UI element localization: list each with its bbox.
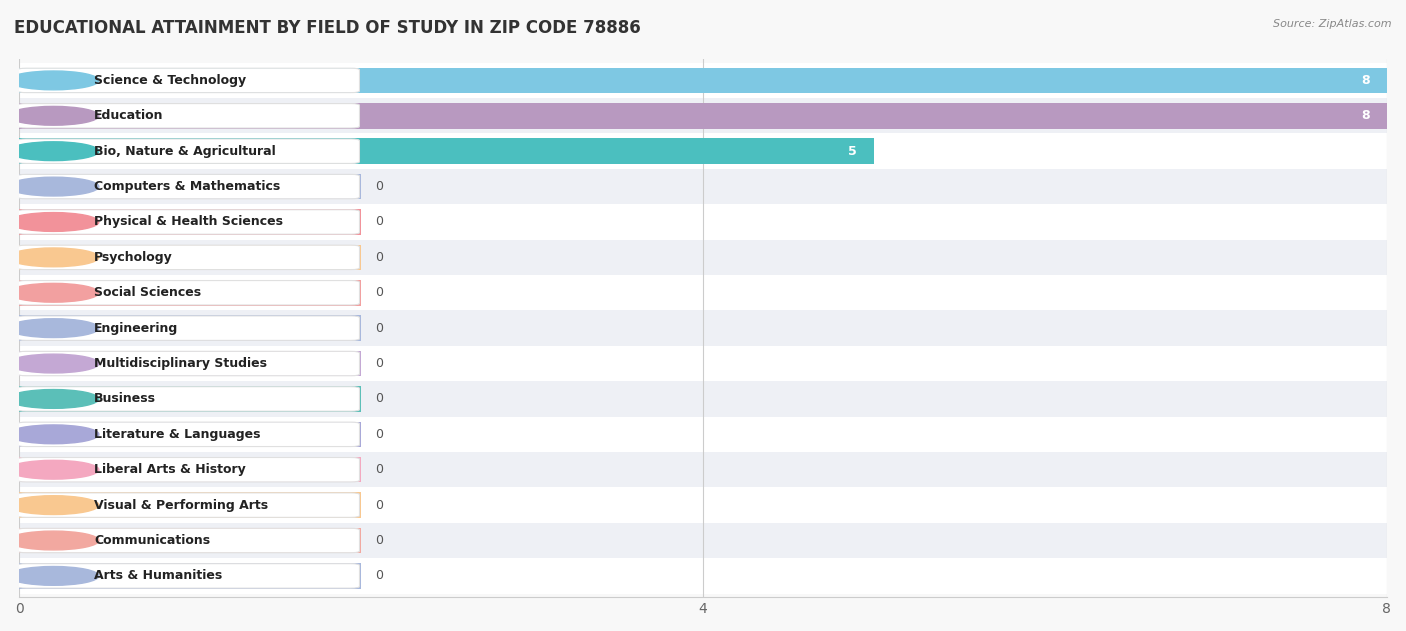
Bar [0, 381, 1406, 416]
Bar [0, 558, 1406, 594]
Bar [20, 316, 361, 341]
Text: Bio, Nature & Agricultural: Bio, Nature & Agricultural [94, 144, 276, 158]
Text: Psychology: Psychology [94, 251, 173, 264]
Circle shape [8, 319, 98, 338]
Circle shape [8, 531, 98, 550]
Text: 0: 0 [375, 180, 382, 193]
FancyBboxPatch shape [18, 316, 360, 340]
FancyBboxPatch shape [18, 245, 360, 269]
Circle shape [8, 248, 98, 267]
Text: Liberal Arts & History: Liberal Arts & History [94, 463, 246, 476]
Bar [20, 174, 361, 199]
FancyBboxPatch shape [18, 351, 360, 376]
Bar [0, 416, 1406, 452]
FancyBboxPatch shape [18, 563, 360, 588]
FancyBboxPatch shape [18, 387, 360, 411]
Bar [0, 240, 1406, 275]
Circle shape [8, 425, 98, 444]
Bar [20, 563, 361, 589]
Bar [0, 310, 1406, 346]
Text: 0: 0 [375, 357, 382, 370]
Bar [0, 346, 1406, 381]
Circle shape [8, 283, 98, 302]
Text: Computers & Mathematics: Computers & Mathematics [94, 180, 281, 193]
Circle shape [8, 107, 98, 125]
FancyBboxPatch shape [18, 209, 360, 234]
Bar [0, 452, 1406, 487]
Text: Engineering: Engineering [94, 322, 179, 334]
Text: Social Sciences: Social Sciences [94, 286, 201, 299]
Text: 8: 8 [1361, 109, 1369, 122]
Bar [0, 523, 1406, 558]
Text: 0: 0 [375, 392, 382, 406]
Text: EDUCATIONAL ATTAINMENT BY FIELD OF STUDY IN ZIP CODE 78886: EDUCATIONAL ATTAINMENT BY FIELD OF STUDY… [14, 19, 641, 37]
Text: Multidisciplinary Studies: Multidisciplinary Studies [94, 357, 267, 370]
Bar [20, 351, 361, 376]
Bar [0, 134, 1406, 169]
Text: 0: 0 [375, 463, 382, 476]
Circle shape [8, 142, 98, 161]
Bar [20, 492, 361, 518]
Bar [20, 386, 361, 411]
Circle shape [8, 567, 98, 586]
Text: Business: Business [94, 392, 156, 406]
FancyBboxPatch shape [18, 68, 360, 93]
Circle shape [8, 496, 98, 514]
Text: 0: 0 [375, 215, 382, 228]
Text: 5: 5 [848, 144, 856, 158]
Text: Education: Education [94, 109, 165, 122]
Text: Arts & Humanities: Arts & Humanities [94, 569, 222, 582]
Text: Science & Technology: Science & Technology [94, 74, 246, 87]
Bar [20, 422, 361, 447]
Bar [0, 62, 1406, 98]
Text: 0: 0 [375, 251, 382, 264]
Text: 0: 0 [375, 286, 382, 299]
Circle shape [8, 389, 98, 408]
Text: 0: 0 [375, 428, 382, 441]
Bar [20, 103, 1386, 129]
FancyBboxPatch shape [18, 139, 360, 163]
Bar [0, 275, 1406, 310]
Bar [20, 68, 1386, 93]
Text: Source: ZipAtlas.com: Source: ZipAtlas.com [1274, 19, 1392, 29]
Text: 8: 8 [1361, 74, 1369, 87]
FancyBboxPatch shape [18, 493, 360, 517]
FancyBboxPatch shape [18, 528, 360, 553]
Bar [20, 457, 361, 483]
Text: Visual & Performing Arts: Visual & Performing Arts [94, 498, 269, 512]
Text: 0: 0 [375, 569, 382, 582]
Bar [20, 245, 361, 270]
Bar [20, 280, 361, 305]
FancyBboxPatch shape [18, 281, 360, 305]
Circle shape [8, 213, 98, 232]
Bar [20, 528, 361, 553]
Circle shape [8, 177, 98, 196]
Circle shape [8, 71, 98, 90]
Text: 0: 0 [375, 498, 382, 512]
FancyBboxPatch shape [18, 103, 360, 128]
Bar [0, 169, 1406, 204]
Circle shape [8, 461, 98, 479]
Text: 0: 0 [375, 534, 382, 547]
Bar [20, 209, 361, 235]
Bar [0, 98, 1406, 134]
FancyBboxPatch shape [18, 174, 360, 199]
Bar [0, 204, 1406, 240]
Bar [20, 138, 875, 164]
Text: Literature & Languages: Literature & Languages [94, 428, 262, 441]
FancyBboxPatch shape [18, 457, 360, 482]
Bar [0, 487, 1406, 523]
Circle shape [8, 354, 98, 373]
Text: Physical & Health Sciences: Physical & Health Sciences [94, 215, 284, 228]
Text: Communications: Communications [94, 534, 211, 547]
Text: 0: 0 [375, 322, 382, 334]
FancyBboxPatch shape [18, 422, 360, 447]
